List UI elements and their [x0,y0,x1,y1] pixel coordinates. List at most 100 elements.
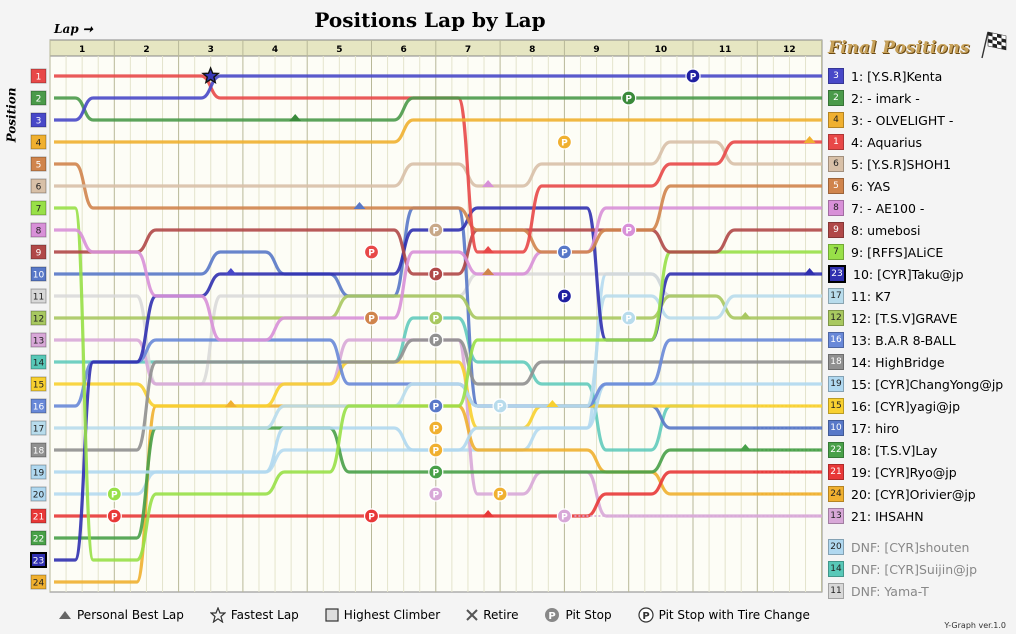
final-position-name: 9: [RFFS]ALiCE [851,244,944,260]
final-position-name: 20: [CYR]Orivier@jp [851,486,976,502]
final-position-row: 8 7: - AE100 - [828,199,924,217]
position-tick-label: 9 [36,249,42,259]
legend-fastest: Fastest Lap [209,607,299,623]
legend-highest-climber-text: Highest Climber [343,608,441,622]
personal-best-marker [739,444,752,451]
marker-legend: Personal Best Lap Fastest Lap Highest Cl… [58,607,810,623]
series-line [54,118,824,144]
fastest-lap-star [201,66,221,85]
dnf-start-box: 14 [828,561,844,577]
position-tick-box [30,530,47,546]
final-position-row: 22 18: [T.S.V]Lay [828,441,937,459]
position-tick-box [30,222,47,238]
position-tick-label: 4 [36,139,42,149]
final-position-start-box: 1 [828,134,844,150]
final-position-row: 21 19: [CYR]Ryo@jp [828,463,957,481]
final-position-name: 4: Aquarius [851,134,923,150]
legend-pit-tire: P Pit Stop with Tire Change [637,607,810,623]
personal-best-marker [482,246,495,253]
final-position-row: 2 2: - imark - [828,89,920,107]
final-position-row: 16 13: B.A.R 8-BALL [828,331,956,349]
position-tick-box [30,156,47,172]
series-line [54,294,824,430]
final-position-name: 21: IHSAHN [851,508,924,524]
pit-stop-marker [363,244,380,260]
final-position-row: 7 9: [RFFS]ALiCE [828,243,943,261]
square-icon [325,608,339,622]
final-position-name: 16: [CYR]yagi@jp [851,398,961,414]
pit-stop-letter: P [432,271,439,281]
legend-pit-stop: P Pit Stop [544,607,612,623]
pit-stop-letter: P [625,227,632,237]
dnf-row: 11 DNF: Yama-T [828,582,929,600]
final-position-start-box: 6 [828,156,844,172]
position-tick-label: 15 [33,381,44,391]
dnf-start-box: 11 [828,583,844,599]
pit-stop-icon: P [545,608,560,622]
pit-stop-letter: P [368,249,375,259]
position-tick-box [30,354,47,370]
position-tick-label: 22 [33,535,44,545]
pit-stop-marker [621,90,637,106]
final-position-start-box: 5 [828,178,844,194]
final-position-name: 10: [CYR]Taku@jp [853,266,964,282]
position-tick-box [30,464,47,480]
lap-number: 12 [783,45,796,55]
lap-number: 6 [401,45,407,55]
pit-stop-marker [428,420,444,436]
dnf-row: 14 DNF: [CYR]Suijin@jp [828,560,977,578]
pit-stop-letter: P [111,513,118,523]
pit-stop-letter: P [561,513,568,523]
series-line [54,206,824,430]
final-position-row: 10 17: hiro [828,419,899,437]
lap-number: 4 [272,45,278,55]
final-position-name: 6: YAS [851,178,891,194]
pit-stop-letter: P [111,491,118,501]
pit-stop-marker [428,398,444,414]
final-position-name: 17: hiro [851,420,899,436]
final-position-row: 9 8: umebosi [828,221,921,239]
final-position-row: 12 12: [T.S.V]GRAVE [828,309,958,327]
position-tick-label: 24 [33,579,45,589]
final-position-name: 3: - OLVELIGHT - [851,112,954,128]
personal-best-marker [353,202,366,209]
series-line [54,206,824,562]
pit-stop-marker [621,310,637,326]
lap-number: 9 [593,45,599,55]
position-tick-box [30,376,47,392]
pit-stop-marker [492,398,508,414]
pit-stop-letter: P [432,425,439,435]
position-tick-box [30,112,47,128]
pit-stop-letter: P [432,337,439,347]
pit-stop-letter: P [432,491,439,501]
final-position-row: 13 21: IHSAHN [828,507,924,525]
pit-stop-marker [106,486,122,502]
series-line [54,294,824,320]
legend-highest-climber: Highest Climber [325,607,440,623]
pit-stop-marker [428,442,444,458]
position-tick-box [30,288,47,304]
position-tick-box [30,552,47,568]
final-position-name: 19: [CYR]Ryo@jp [851,464,957,480]
pit-stop-letter: P [497,491,504,501]
position-tick-label: 1 [36,73,42,83]
series-line [54,470,824,518]
series-line [54,162,824,254]
series-line [54,206,824,562]
position-tick-box [30,68,47,84]
final-position-start-box: 8 [828,200,844,216]
legend-personal-best-text: Personal Best Lap [77,608,184,622]
pit-stop-letter: P [432,403,439,413]
position-tick-box [30,574,47,590]
pit-stop-letter: P [497,403,504,413]
pit-stop-letter: P [690,73,697,83]
series-line [54,206,824,342]
position-tick-box [30,310,47,326]
personal-best-marker [482,268,495,275]
position-tick-label: 2 [36,95,42,105]
legend-personal-best: Personal Best Lap [58,607,184,623]
personal-best-marker [739,312,752,319]
legend-fastest-text: Fastest Lap [230,608,299,622]
final-position-row: 1 4: Aquarius [828,133,922,151]
